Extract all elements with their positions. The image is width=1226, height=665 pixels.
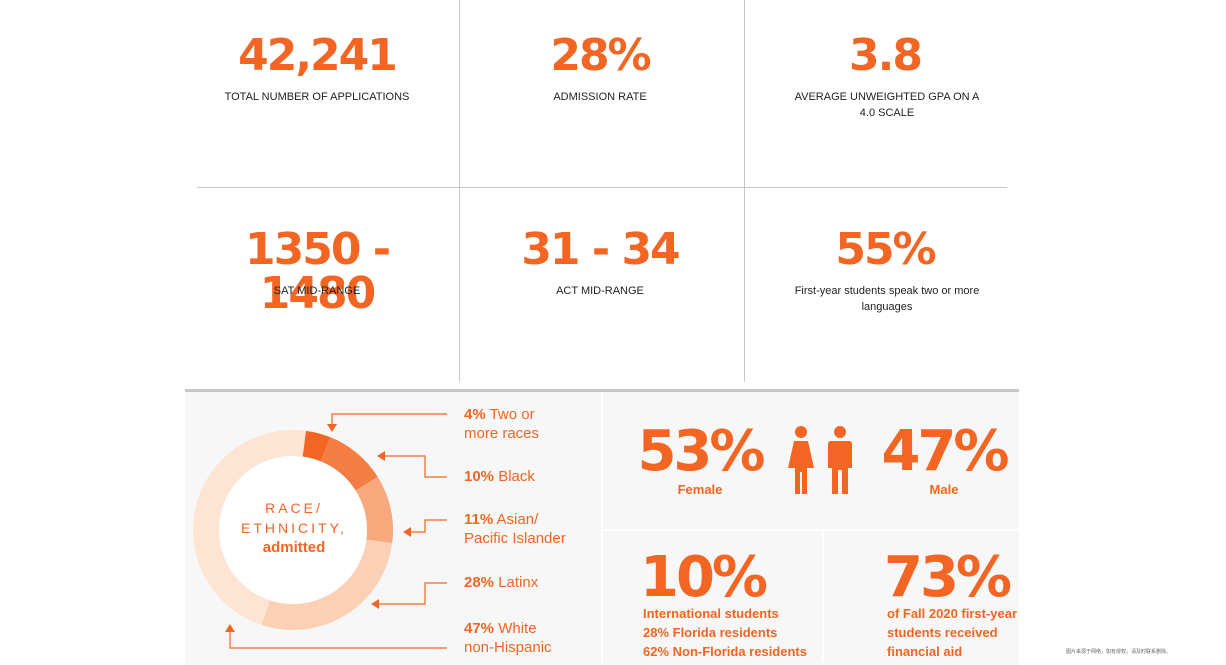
slice-white	[192, 430, 306, 625]
legend-pct: 47%	[464, 620, 495, 637]
grid-divider	[459, 0, 460, 188]
arrow-latinx	[371, 599, 379, 609]
legend-name-2: non-Hispanic	[464, 639, 552, 656]
people-icon	[788, 426, 852, 494]
stat-sat-value: 1350 - 1480	[244, 224, 391, 319]
legend-name-2: Pacific Islander	[464, 530, 566, 547]
legend-pct: 28%	[464, 574, 495, 591]
arrow-white	[225, 624, 235, 632]
panel-divider	[601, 392, 603, 662]
donut-title-text: RACE/ ETHNICITY,	[241, 500, 347, 536]
connector-black	[381, 455, 447, 478]
international-pct: 10%	[640, 545, 768, 610]
connector-latinx	[375, 582, 447, 605]
stat-languages-value: 55%	[835, 224, 936, 275]
slice-black	[320, 437, 378, 491]
arrow-black	[377, 451, 385, 461]
male-icon	[834, 426, 846, 438]
race-donut-chart	[192, 413, 447, 649]
legend-name: White	[498, 620, 537, 637]
aid-line1: of Fall 2020 first-year	[887, 606, 1018, 621]
female-pct: 53%	[637, 419, 765, 484]
grid-divider	[197, 187, 1007, 188]
slice-two-or-more	[302, 430, 331, 462]
aid-line2: students received	[887, 625, 998, 640]
slice-asian	[355, 476, 393, 543]
stat-applications-label: TOTAL NUMBER OF APPLICATIONS	[224, 91, 410, 103]
connector-asian	[407, 519, 447, 533]
donut-title: RACE/ ETHNICITY, admitted	[230, 498, 358, 558]
donut-hole	[219, 456, 367, 604]
connector-two-or-more	[331, 413, 447, 428]
connector-white	[229, 628, 447, 649]
female-icon	[795, 426, 807, 438]
stat-gpa-value: 3.8	[849, 30, 923, 81]
legend-asian: 11% Asian/ Pacific Islander	[464, 510, 566, 548]
aid-pct: 73%	[884, 545, 1012, 610]
grid-divider	[459, 188, 460, 382]
stat-languages-label: First-year students speak two or more la…	[794, 285, 980, 313]
legend-name: Two or	[489, 406, 535, 423]
arrow-asian	[403, 527, 411, 537]
legend-name-2: more races	[464, 425, 540, 442]
grid-divider	[744, 188, 745, 382]
slice-latinx	[261, 539, 393, 630]
legend-two-or-more: 4% Two or more races	[464, 405, 539, 443]
legend-white: 47% White non-Hispanic	[464, 619, 552, 657]
stat-gpa-label: AVERAGE UNWEIGHTED GPA ON A 4.0 SCALE	[794, 91, 980, 119]
male-label: Male	[929, 482, 959, 497]
source-footnote: 图片来源于网络，如有侵权，请及时联系删除。	[1066, 649, 1172, 655]
stat-sat-label: SAT MID-RANGE	[273, 285, 361, 297]
aid-line3: financial aid	[887, 644, 963, 659]
legend-pct: 10%	[464, 468, 495, 485]
legend-pct: 4%	[464, 406, 486, 423]
grid-divider	[744, 0, 745, 188]
stat-applications-value: 42,241	[238, 30, 398, 81]
international-line1: International students	[643, 606, 779, 621]
legend-name: Asian/	[496, 511, 539, 528]
legend-name: Black	[498, 468, 535, 485]
panel-divider	[822, 531, 824, 662]
female-label: Female	[677, 482, 723, 497]
legend-black: 10% Black	[464, 467, 535, 486]
legend-name: Latinx	[498, 574, 539, 591]
international-line2: 28% Florida residents	[643, 625, 778, 640]
international-line3: 62% Non-Florida residents	[643, 644, 807, 659]
panel-divider	[603, 529, 1019, 531]
donut-subtitle: admitted	[262, 539, 326, 556]
legend-pct: 11%	[464, 511, 494, 528]
male-pct: 47%	[881, 419, 1009, 484]
stat-act-label: ACT MID-RANGE	[556, 285, 644, 297]
stat-admission-value: 28%	[550, 30, 651, 81]
stat-admission-label: ADMISSION RATE	[553, 91, 647, 103]
stat-act-value: 31 - 34	[521, 224, 680, 275]
arrow-two-or-more	[327, 424, 337, 432]
legend-latinx: 28% Latinx	[464, 573, 538, 592]
